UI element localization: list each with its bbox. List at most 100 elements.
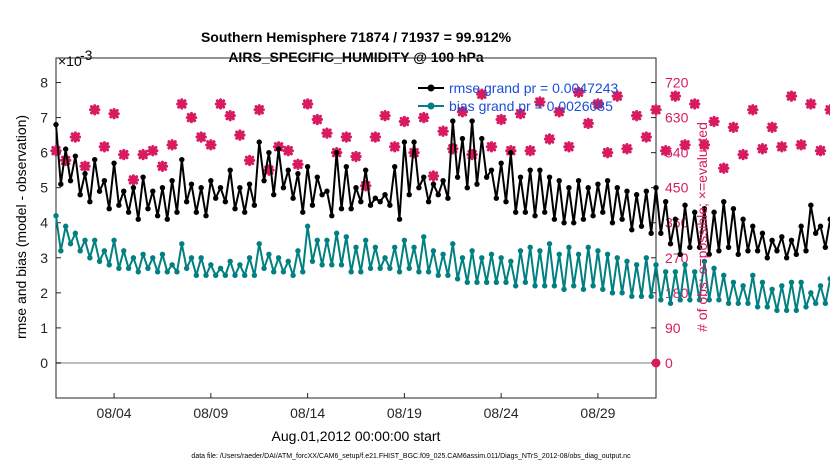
bias-point	[62, 223, 69, 229]
y-axis-left-label: rmse and bias (model - observation)	[13, 115, 29, 339]
rmse-point	[130, 184, 137, 191]
rmse-point	[817, 223, 824, 229]
bias-point	[614, 255, 620, 261]
bias-point	[542, 283, 548, 289]
rmse-point	[101, 177, 108, 184]
obs-count-zero-marker	[651, 358, 661, 368]
bias-point	[329, 262, 335, 268]
rmse-point	[145, 206, 151, 212]
x-axis-label: Aug.01,2012 00:00:00 start	[272, 428, 441, 444]
rmse-point	[358, 199, 364, 205]
obs-count-marker	[379, 109, 391, 122]
rmse-point	[653, 184, 659, 191]
rmse-point	[266, 149, 272, 156]
rmse-point	[609, 220, 616, 226]
rmse-point	[329, 213, 335, 219]
obs-count-marker	[466, 148, 478, 161]
obs-count-marker	[418, 111, 430, 124]
bias-point	[571, 283, 577, 289]
obs-count-marker	[747, 104, 759, 116]
rmse-point	[508, 149, 514, 156]
rmse-point	[246, 181, 253, 187]
rmse-point	[392, 163, 398, 170]
bias-point	[164, 269, 170, 275]
obs-count-marker	[137, 148, 149, 161]
bias-point	[629, 293, 635, 300]
bias-point	[730, 279, 737, 286]
obs-count-marker	[282, 144, 294, 157]
rmse-point	[396, 216, 403, 222]
bias-point	[271, 269, 277, 275]
bias-point	[754, 304, 761, 310]
rmse-point	[348, 206, 354, 212]
rmse-point	[503, 199, 509, 205]
rmse-point	[677, 251, 683, 257]
bias-point	[314, 237, 320, 243]
rmse-point	[188, 181, 195, 187]
obs-count-marker	[456, 106, 469, 118]
bias-point	[319, 262, 325, 268]
rmse-point	[774, 248, 780, 254]
obs-count-marker	[640, 131, 653, 143]
bias-point	[77, 248, 83, 254]
obs-count-marker	[650, 104, 662, 116]
obs-count-marker	[476, 88, 488, 100]
bias-point	[469, 248, 475, 254]
rmse-point	[285, 167, 291, 173]
bias-point	[745, 300, 751, 307]
bias-point	[154, 269, 161, 275]
bias-point	[188, 255, 195, 261]
obs-count-marker	[659, 144, 672, 157]
bias-point	[237, 262, 243, 268]
rmse-point	[721, 199, 727, 205]
bias-point	[687, 297, 693, 303]
rmse-point	[62, 146, 69, 152]
obs-count-marker	[805, 98, 817, 110]
bias-point	[658, 297, 664, 303]
rmse-point	[121, 188, 127, 194]
rmse-point	[754, 248, 761, 254]
bias-point	[358, 269, 364, 275]
obs-count-marker	[795, 139, 807, 151]
rmse-point	[827, 216, 830, 222]
bias-point	[812, 300, 819, 307]
obs-count-marker	[698, 139, 711, 151]
rmse-point	[600, 209, 606, 215]
bias-point	[624, 258, 630, 264]
x-tick-label: 08/04	[97, 405, 132, 421]
bias-point	[198, 255, 204, 261]
rmse-point	[362, 167, 369, 173]
bias-point	[759, 279, 766, 286]
bias-point	[522, 279, 529, 286]
bias-point	[140, 251, 146, 257]
obs-count-marker	[214, 98, 227, 110]
obs-count-marker	[592, 98, 604, 110]
bias-point	[450, 241, 456, 247]
rmse-point	[304, 163, 311, 170]
bias-point	[367, 265, 374, 272]
rmse-point	[208, 177, 214, 184]
bias-point	[406, 265, 412, 272]
obs-count-marker	[543, 133, 556, 145]
obs-count-marker	[398, 115, 411, 128]
obs-count-marker	[166, 139, 178, 151]
obs-count-marker	[263, 164, 275, 176]
bias-point	[716, 297, 722, 303]
bias-point	[348, 269, 354, 275]
rmse-point	[435, 192, 441, 198]
bias-point	[203, 272, 209, 279]
obs-count-marker	[756, 143, 769, 155]
bias-point	[600, 286, 606, 293]
obs-count-marker	[689, 98, 701, 110]
rmse-point	[624, 188, 630, 194]
bias-point	[387, 265, 393, 272]
bias-point	[662, 269, 669, 275]
bias-point	[382, 255, 388, 261]
bias-point	[58, 248, 64, 254]
bias-point	[96, 258, 103, 264]
obs-count-marker	[253, 104, 265, 116]
rmse-point	[725, 244, 732, 250]
obs-count-marker	[389, 141, 401, 153]
rmse-point	[275, 146, 282, 152]
bias-point	[392, 244, 398, 250]
